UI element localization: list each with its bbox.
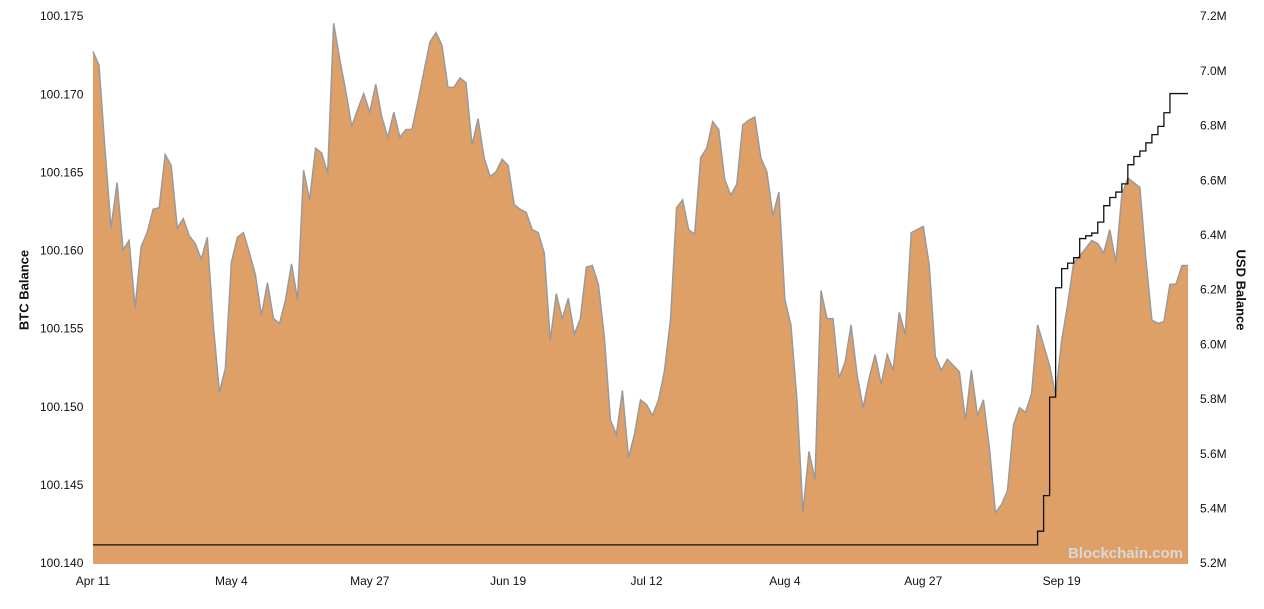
x-tick-label: Apr 11 — [76, 574, 111, 588]
y2-tick-label: 6.0M — [1200, 337, 1227, 351]
y2-tick-label: 6.8M — [1200, 119, 1227, 133]
y2-axis-title: USD Balance — [1234, 250, 1249, 331]
x-tick-label: Aug 4 — [769, 574, 801, 588]
y-tick-label: 100.140 — [40, 556, 84, 570]
y2-tick-label: 5.6M — [1200, 447, 1227, 461]
y-tick-label: 100.160 — [40, 244, 84, 258]
area — [93, 23, 1188, 564]
y-tick-label: 100.170 — [40, 87, 84, 101]
y-axis-title: BTC Balance — [16, 250, 31, 330]
y2-tick-label: 5.8M — [1200, 392, 1227, 406]
y2-tick-label: 7.0M — [1200, 64, 1227, 78]
x-tick-label: Jun 19 — [490, 574, 526, 588]
x-tick-label: Aug 27 — [904, 574, 942, 588]
y-tick-label: 100.155 — [40, 322, 84, 336]
y2-tick-label: 7.2M — [1200, 9, 1227, 23]
y2-tick-label: 6.6M — [1200, 173, 1227, 187]
y2-tick-label: 6.4M — [1200, 228, 1227, 242]
x-tick-label: Sep 19 — [1043, 574, 1081, 588]
y-tick-label: 100.145 — [40, 478, 84, 492]
area-line — [92, 23, 1188, 515]
y2-tick-label: 5.2M — [1200, 556, 1227, 570]
y2-tick-label: 6.2M — [1200, 283, 1227, 297]
watermark: Blockchain.com — [1068, 545, 1183, 562]
x-tick-label: May 4 — [215, 574, 248, 588]
y2-tick-label: 5.4M — [1200, 501, 1227, 515]
step-line — [93, 92, 1188, 546]
y-tick-label: 100.175 — [40, 9, 84, 23]
y-tick-label: 100.165 — [40, 165, 84, 179]
x-tick-label: Jul 12 — [631, 574, 663, 588]
y-tick-label: 100.150 — [40, 400, 84, 414]
x-tick-label: May 27 — [350, 574, 390, 588]
